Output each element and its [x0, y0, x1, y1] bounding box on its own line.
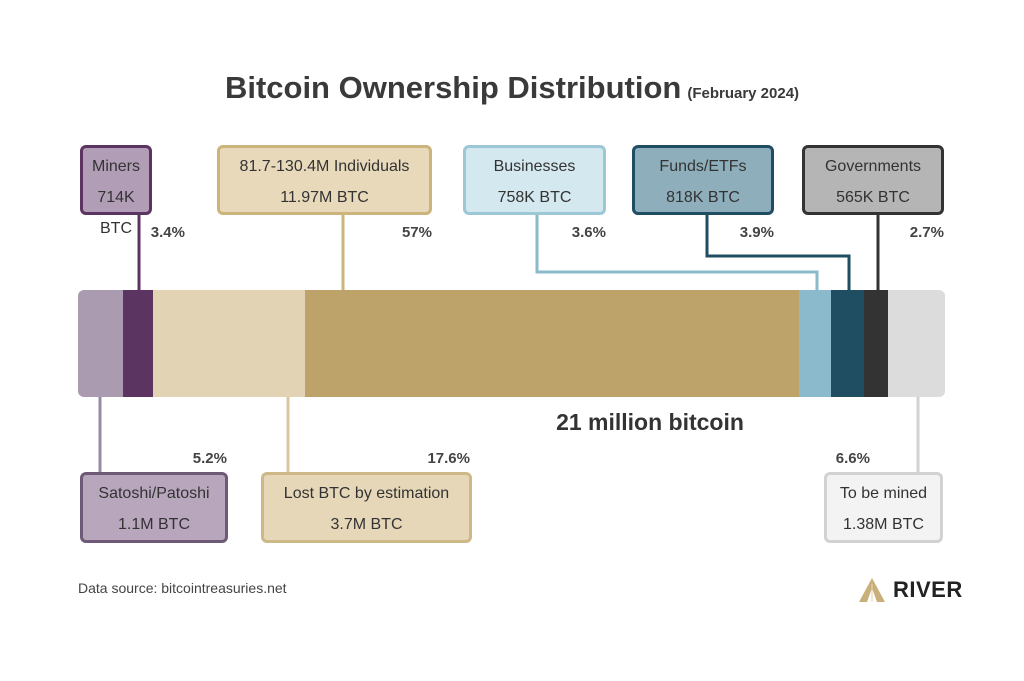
connector-businesses: [535, 215, 819, 290]
label-amount: 818K BTC: [666, 189, 740, 206]
label-amount: 1.1M BTC: [117, 516, 190, 533]
percent-label: 57%: [401, 224, 432, 241]
label-name: Satoshi/Patoshi: [98, 485, 210, 502]
bar-segment-businesses: [799, 290, 831, 397]
percent-label: 5.2%: [192, 450, 227, 467]
subtitle-text: (February 2024): [687, 85, 800, 102]
stacked-bar: [78, 290, 945, 397]
percent-label: 3.4%: [150, 224, 185, 241]
label-box-funds: Funds/ETFs 818K BTC: [632, 145, 774, 215]
label-amount: 714K BTC: [97, 189, 135, 237]
data-source: Data source: bitcointreasuries.net: [78, 580, 287, 596]
label-amount: 11.97M BTC: [280, 189, 369, 206]
label-amount: 1.38M BTC: [843, 516, 924, 533]
label-box-individuals: 81.7-130.4M Individuals 11.97M BTC: [217, 145, 432, 215]
label-name: Businesses: [493, 158, 576, 175]
label-box-lost: Lost BTC by estimation 3.7M BTC: [261, 472, 472, 543]
label-name: 81.7-130.4M Individuals: [239, 158, 410, 175]
percent-label: 3.9%: [739, 224, 774, 241]
percent-label: 2.7%: [909, 224, 944, 241]
label-amount: 758K BTC: [497, 189, 572, 206]
label-amount: 565K BTC: [836, 189, 910, 206]
bar-segment-governments: [864, 290, 888, 397]
label-name: Lost BTC by estimation: [283, 485, 450, 502]
label-box-businesses: Businesses 758K BTC: [463, 145, 606, 215]
bar-segment-funds-etfs: [830, 290, 865, 397]
percent-label: 6.6%: [835, 450, 870, 467]
bar-segment-to-be-mined: [887, 290, 945, 397]
label-box-governments: Governments 565K BTC: [802, 145, 944, 215]
chart-title: Bitcoin Ownership Distribution (February …: [0, 70, 1024, 106]
bar-segment-81-7-130-4m-individuals: [305, 290, 800, 397]
total-label: 21 million bitcoin: [556, 409, 744, 435]
title-text: Bitcoin Ownership Distribution: [224, 70, 682, 105]
label-name: To be mined: [839, 485, 928, 502]
label-amount: 3.7M BTC: [330, 516, 403, 533]
brand-name: RIVER: [893, 577, 963, 602]
label-name: Funds/ETFs: [659, 158, 747, 175]
bar-segment-miners: [123, 290, 153, 397]
percent-label: 17.6%: [427, 450, 470, 467]
percent-label: 3.6%: [571, 224, 606, 241]
connector-funds: [705, 215, 851, 290]
bar-segment-satoshi-patoshi: [78, 290, 124, 397]
bar-segment-lost-btc-by-estimation: [152, 290, 306, 397]
label-box-miners: Miners 714K BTC: [80, 145, 152, 237]
label-name: Miners: [91, 158, 140, 175]
label-box-to-be-mined: To be mined 1.38M BTC: [824, 472, 943, 543]
label-box-satoshi: Satoshi/Patoshi 1.1M BTC: [80, 472, 228, 543]
river-logo: RIVER: [857, 576, 963, 604]
river-mountain-icon: [859, 578, 885, 602]
label-name: Governments: [824, 158, 922, 175]
